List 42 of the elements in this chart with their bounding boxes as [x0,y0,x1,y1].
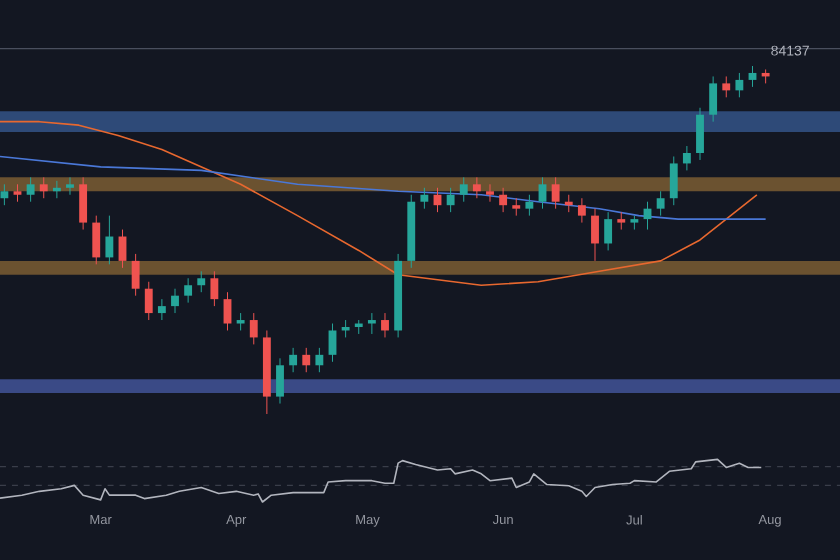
candlestick [446,187,455,213]
candlestick [682,145,691,171]
candlestick [538,176,547,210]
candlestick [197,270,206,293]
candlestick [459,176,468,203]
candlestick [79,176,88,231]
candlestick [92,215,101,265]
candlestick [381,312,389,338]
candlestick [184,277,193,304]
candlestick [367,312,376,335]
candlestick [472,176,481,199]
candlestick [577,197,586,224]
candlestick [144,281,153,321]
candlestick [0,183,9,206]
candlestick [328,323,337,363]
candlestick [131,253,140,297]
candlestick [289,347,298,373]
candlestick [420,187,429,210]
candlestick [722,75,731,98]
candlestick [525,194,534,217]
candlestick [486,183,494,203]
candlestick [105,215,114,265]
candlestick [39,176,48,199]
candlestick [669,155,678,206]
candlestick [499,187,508,213]
candlestick [315,347,324,373]
candlestick [223,291,232,331]
candlestick [210,270,219,307]
candlestick [551,176,560,210]
candlestick [604,211,613,251]
candlestick [696,107,704,161]
candlestick [276,357,284,405]
candlestick [171,288,179,314]
candlestick [249,312,258,345]
candlestick [656,190,665,217]
candlestick [26,176,35,203]
candlestick [591,208,599,262]
candlestick [735,72,744,98]
candlestick [709,75,718,123]
candlestick [157,298,166,321]
candlestick [66,176,74,196]
candlestick [302,347,311,373]
